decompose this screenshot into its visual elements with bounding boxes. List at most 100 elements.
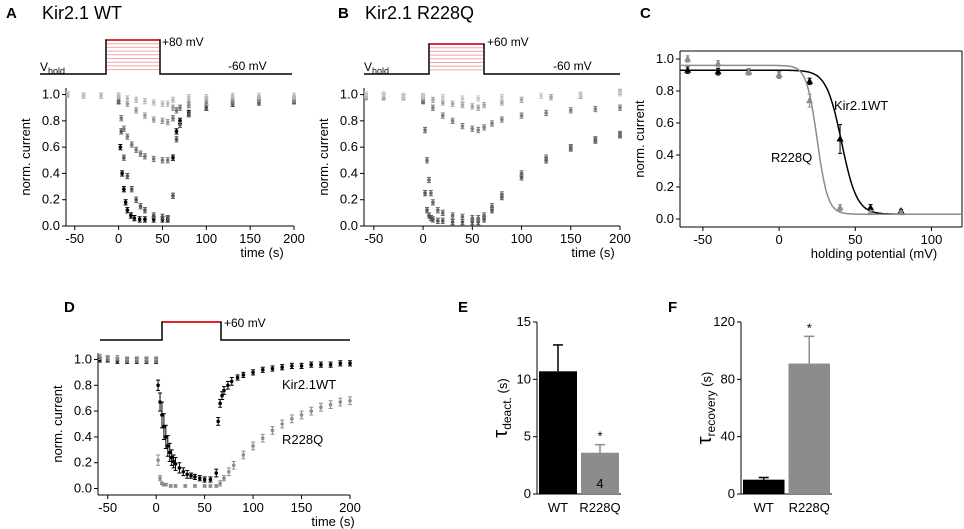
data-point	[348, 398, 352, 403]
x-tick-label: 200	[283, 231, 305, 246]
bar	[581, 452, 619, 494]
data-point	[214, 471, 219, 475]
y-tick-label: 0.2	[74, 455, 92, 470]
data-point	[105, 356, 110, 360]
data-point	[260, 367, 265, 372]
data-point	[181, 469, 186, 474]
data-point	[193, 475, 197, 479]
legend-label-wt: Kir2.1WT	[834, 98, 888, 113]
y-tick-label: 0.0	[340, 218, 358, 233]
chart-b: -50 0 50 100 150 200 0.0 0.2 0.4 0.6 0.8 1.0 time (s…	[316, 87, 631, 260]
y-axis-title: norm. current	[18, 118, 33, 196]
data-point	[189, 473, 193, 478]
data-point	[364, 92, 368, 97]
data-point	[476, 96, 481, 101]
voltage-protocol-d: +60 mV	[100, 316, 350, 341]
y-tick-label: 0.4	[656, 147, 674, 162]
voltage-protocol-b: Vhold +60 mV -60 mV	[364, 35, 620, 76]
x-tick-label: 100	[195, 231, 217, 246]
y-tick-label: 0.0	[42, 218, 60, 233]
data-point	[299, 364, 304, 368]
x-tick-label: -50	[98, 500, 117, 515]
data-point	[156, 458, 160, 462]
data-point	[204, 95, 209, 99]
x-tick-label: 200	[609, 231, 631, 246]
data-point	[260, 436, 265, 441]
data-point	[160, 158, 165, 163]
data-point	[460, 124, 465, 128]
data-point	[134, 98, 138, 102]
data-point	[593, 107, 598, 111]
data-point	[338, 400, 343, 404]
data-point	[500, 100, 504, 105]
data-point	[450, 101, 455, 106]
y-tick-label: 1.0	[656, 51, 674, 66]
y-axis-title-sub: recovery	[704, 390, 718, 436]
data-point	[684, 66, 692, 73]
y-axis-title-tau: τ	[490, 430, 512, 438]
data-point	[125, 101, 130, 106]
data-point	[167, 450, 172, 455]
data-point	[401, 94, 406, 98]
data-point	[160, 215, 165, 219]
data-point	[235, 375, 240, 380]
data-point	[270, 366, 275, 371]
data-point	[618, 105, 622, 110]
data-point	[460, 220, 465, 224]
data-point	[143, 208, 147, 213]
data-point	[226, 383, 230, 388]
data-point	[257, 94, 261, 98]
data-point	[519, 171, 524, 176]
chart-f: 0 40 80 120 WT R228Q * τrecovery (s)	[694, 314, 832, 515]
data-point	[319, 405, 323, 410]
data-point	[151, 117, 156, 122]
y-tick-label: 0.4	[340, 165, 358, 180]
data-point	[460, 103, 465, 107]
data-point	[231, 463, 236, 468]
x-axis-title: holding potential (mV)	[811, 246, 937, 261]
data-point	[125, 357, 129, 362]
data-point	[218, 401, 222, 406]
data-point	[222, 388, 226, 393]
protocol-d-step-label: +60 mV	[224, 316, 266, 330]
y-tick-label: 1.0	[74, 351, 92, 366]
y-tick-label: 0.8	[340, 113, 358, 128]
data-point	[319, 362, 323, 367]
data-point	[171, 105, 175, 110]
data-point	[165, 158, 170, 163]
data-point	[549, 95, 553, 99]
x-axis-title: time (s)	[571, 245, 614, 260]
data-point	[618, 132, 622, 136]
y-tick-label: 0.6	[74, 403, 92, 418]
x-tick-label: 0	[775, 232, 782, 247]
data-point	[143, 113, 147, 118]
data-point	[290, 417, 294, 421]
data-point	[174, 108, 179, 113]
data-point	[714, 67, 722, 75]
data-point	[119, 116, 124, 121]
data-point	[144, 357, 149, 362]
data-point	[270, 428, 275, 433]
legend-label-r228q: R228Q	[771, 150, 812, 165]
chart-c: -50 0 50 100 0.0 0.2 0.4 0.6 0.8 1.0 holding poten…	[632, 50, 963, 261]
data-point	[171, 116, 175, 121]
data-point	[151, 213, 156, 218]
x-axis-title: time (s)	[240, 245, 283, 260]
data-point	[745, 67, 753, 75]
data-point	[186, 100, 191, 105]
x-category-label: R228Q	[579, 500, 620, 515]
data-point	[578, 92, 583, 97]
data-point	[137, 217, 142, 222]
data-point	[470, 104, 475, 109]
protocol-b-return-label: -60 mV	[553, 59, 592, 73]
data-point	[519, 98, 524, 102]
data-point	[500, 95, 504, 99]
data-point	[119, 129, 124, 134]
data-point	[168, 484, 173, 488]
data-point	[129, 187, 134, 191]
y-tick-label: 0.0	[74, 481, 92, 496]
data-point	[431, 217, 435, 222]
data-point	[164, 482, 168, 487]
data-point	[867, 203, 875, 211]
data-point	[348, 361, 352, 366]
